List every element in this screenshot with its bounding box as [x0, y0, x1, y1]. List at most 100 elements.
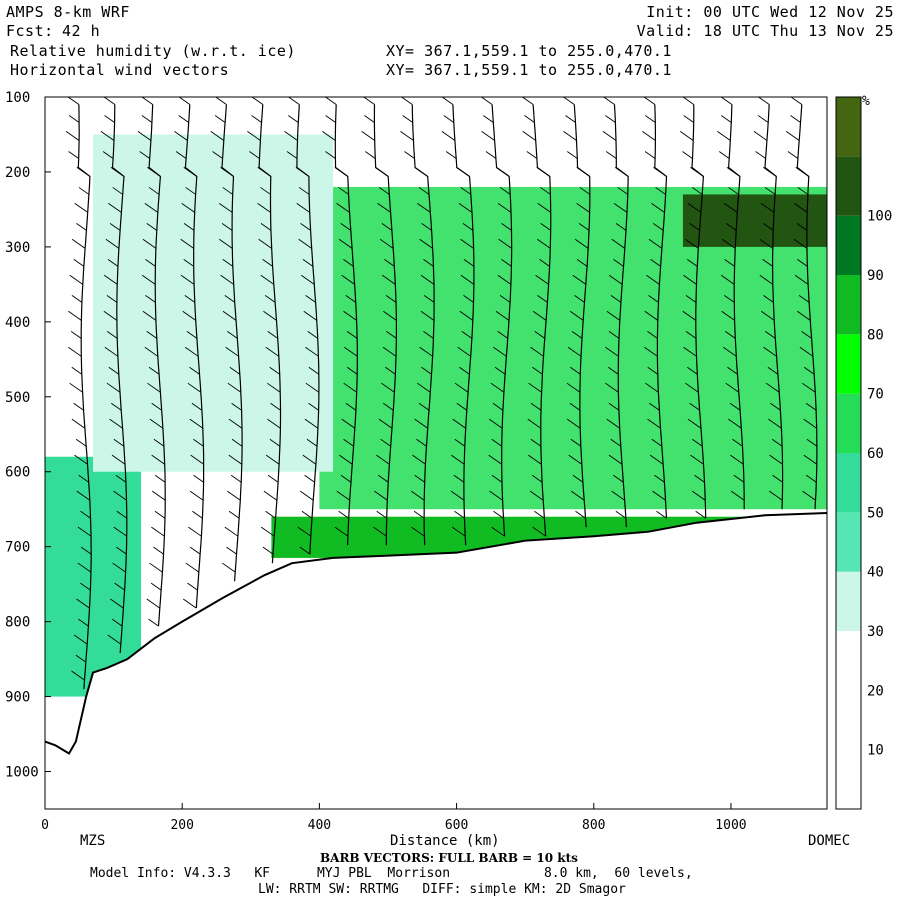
barb-flag [145, 294, 156, 303]
barb-flag [803, 366, 815, 375]
barb-flag [113, 526, 128, 537]
barb-flag [610, 294, 622, 303]
barb-flag [528, 382, 542, 393]
barb-flag [451, 526, 466, 537]
barb-flag [644, 346, 658, 357]
barb-column-15 [642, 97, 668, 519]
barb-flag [106, 382, 121, 393]
barb-flag [305, 346, 319, 357]
barb-column-9 [400, 97, 435, 546]
barb-flag [423, 330, 434, 339]
barb-flag [767, 366, 779, 375]
barb-flag [491, 474, 503, 483]
barb-flag [260, 187, 271, 195]
barb-flag [460, 187, 472, 195]
barb-flag [460, 274, 475, 285]
barb-flag [459, 310, 474, 321]
barb-flag [687, 202, 702, 213]
barb-flag [251, 97, 264, 105]
barb-flag [265, 510, 276, 519]
barb-flag [723, 346, 737, 357]
barb-flag [611, 238, 626, 249]
barb-flag [718, 151, 730, 159]
barb-flag [459, 366, 470, 375]
colorbar-frame [835, 96, 862, 810]
barb-flag [685, 294, 697, 303]
barb-flag [306, 438, 318, 447]
barb-flag [68, 151, 79, 159]
barb-flag [260, 223, 272, 231]
rh-region-2 [682, 194, 827, 247]
barb-column-19 [785, 97, 818, 510]
barb-flag [416, 438, 427, 447]
barb-flag [418, 187, 430, 195]
barb-flag [420, 274, 435, 285]
barb-flag [296, 202, 310, 213]
barb-flag [494, 366, 506, 375]
barb-flag [77, 562, 92, 573]
barb-flag [376, 510, 387, 519]
barb-flag [220, 274, 234, 285]
init-time: Init: 00 UTC Wed 12 Nov 25 [646, 3, 894, 21]
barb-flag [178, 97, 191, 105]
barb-flag [345, 294, 356, 303]
barb-flag [231, 402, 242, 411]
barb-flag [690, 454, 704, 465]
y-tick-label: 100 [5, 90, 30, 106]
barb-staff [111, 104, 128, 654]
barb-flag [104, 346, 119, 357]
model-info: Model Info: V4.3.3 KF MYJ PBL Morrison 8… [90, 866, 693, 881]
barb-flag [645, 382, 659, 393]
barb-flag [224, 526, 239, 537]
barb-flag [184, 346, 199, 357]
barb-flag [530, 402, 542, 411]
barb-flag [532, 310, 547, 321]
barb-flag [615, 510, 627, 519]
barb-flag [109, 418, 123, 429]
barb-flag [402, 115, 413, 123]
valid-time: Valid: 18 UTC Thu 13 Nov 25 [636, 22, 894, 40]
barb-flag [717, 131, 731, 141]
barb-flag [539, 259, 550, 267]
barb-column-10 [441, 97, 475, 546]
colorbar-label: 70 [867, 387, 884, 403]
barb-flag [797, 310, 811, 321]
barb-flag [187, 582, 198, 591]
barb-flag [187, 382, 202, 393]
barb-flag [695, 510, 706, 519]
barb-flag [260, 274, 275, 285]
barb-flag [112, 187, 123, 195]
barb-flag [490, 382, 505, 393]
barb-flag [386, 330, 397, 339]
barb-flag [488, 454, 502, 465]
barb-flag [308, 402, 319, 411]
colorbar-swatch [836, 690, 861, 750]
barb-flag [650, 259, 661, 267]
barb-flag [645, 115, 656, 123]
barb-flag [251, 115, 262, 123]
barb-flag [183, 259, 194, 267]
barb-staff [373, 104, 397, 546]
barb-flag [346, 330, 358, 339]
barb-flag [74, 202, 88, 213]
barb-flag [144, 346, 159, 357]
barb-flag [763, 346, 777, 357]
barb-flag [116, 510, 128, 519]
barb-flag [374, 166, 389, 177]
barb-flag [497, 274, 512, 285]
barb-flag [71, 670, 85, 681]
barb-column-13 [562, 97, 591, 528]
x-axis-title: Distance (km) [390, 833, 500, 849]
barb-flag [798, 294, 810, 303]
barb-flag [683, 346, 697, 357]
colorbar-swatch [836, 275, 861, 335]
barb-flag [382, 346, 397, 357]
xy-line-2: XY= 367.1,559.1 to 255.0,470.1 [386, 61, 672, 79]
barb-flag [68, 346, 82, 357]
barb-flag [141, 274, 156, 285]
barb-flag [763, 294, 774, 303]
barb-flag [753, 131, 768, 141]
colorbar-label: 20 [867, 683, 884, 699]
colorbar-swatch [836, 156, 861, 216]
barb-flag [694, 474, 705, 483]
